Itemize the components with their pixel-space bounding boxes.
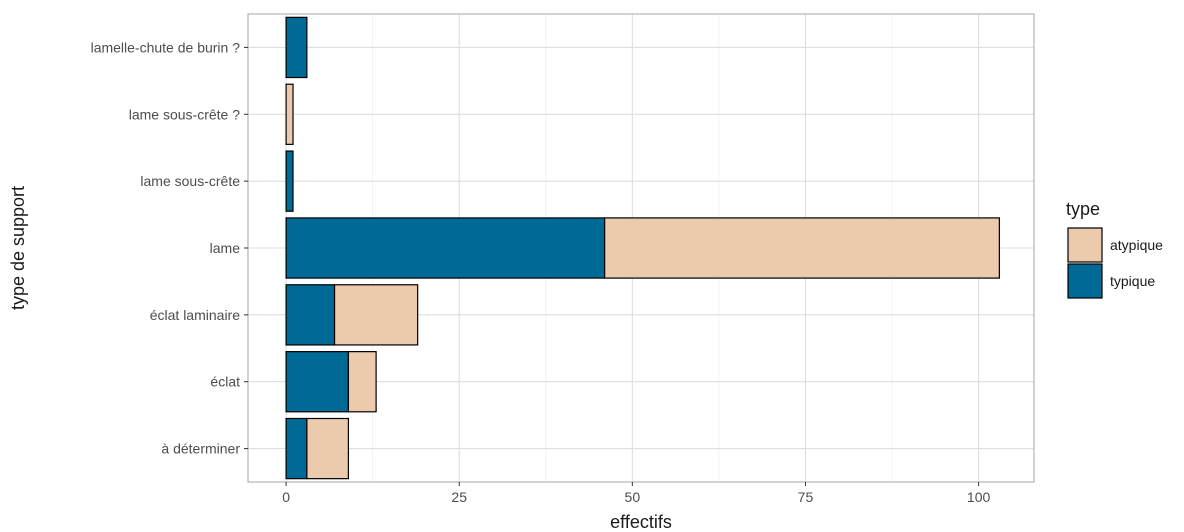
x-tick-label: 25 — [451, 489, 467, 505]
bar-typique — [285, 284, 336, 346]
y-tick-label: à déterminer — [161, 441, 240, 457]
x-tick-label: 0 — [282, 489, 290, 505]
legend-key-typique — [1067, 263, 1103, 299]
y-tick-label: éclat — [210, 374, 240, 390]
y-axis-title: type de support — [8, 186, 28, 310]
bar-typique — [285, 150, 294, 212]
bar-atypique — [347, 351, 377, 413]
bar-typique — [285, 417, 308, 480]
bar-atypique — [285, 83, 294, 145]
x-tick-label: 50 — [625, 489, 641, 505]
legend-label-typique: typique — [1110, 273, 1155, 289]
y-tick-label: éclat laminaire — [150, 307, 240, 323]
bar-typique — [285, 16, 308, 79]
bar-typique — [285, 351, 350, 413]
bar-atypique — [333, 284, 419, 346]
bar-atypique — [604, 217, 1000, 279]
x-axis-title: effectifs — [610, 512, 672, 532]
y-tick-label: lame — [210, 240, 241, 256]
legend: type atypique typique — [1066, 199, 1163, 299]
y-tick-label: lame sous-crête ? — [129, 106, 240, 122]
x-tick-label: 75 — [798, 489, 814, 505]
bar-typique — [285, 217, 606, 279]
y-axis-ticks: à déterminer éclat éclat laminaire lame lame… — [91, 39, 248, 457]
x-tick-label: 100 — [967, 489, 991, 505]
y-tick-label: lame sous-crête — [140, 173, 240, 189]
legend-key-atypique — [1067, 227, 1103, 263]
legend-label-atypique: atypique — [1110, 237, 1163, 253]
bar-atypique — [306, 417, 350, 480]
legend-title: type — [1066, 199, 1100, 219]
y-tick-label: lamelle-chute de burin ? — [91, 39, 241, 55]
bars — [285, 16, 1000, 480]
x-axis-ticks: 0 25 50 75 100 — [282, 482, 990, 505]
